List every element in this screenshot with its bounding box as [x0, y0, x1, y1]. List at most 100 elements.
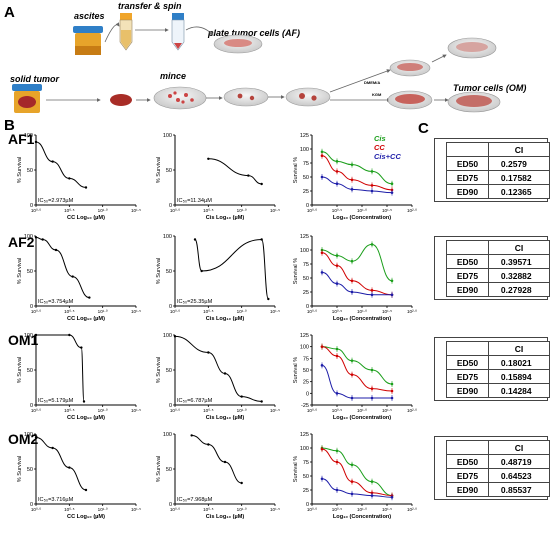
row3-chart1-data-point	[68, 333, 71, 337]
row2-chart3-x-tick-label: 10⁰·⁵	[332, 309, 342, 314]
row1-chart2-x-tick-label: 10¹·⁰	[237, 208, 247, 213]
row3-chart1-y-tick-label: 50	[27, 368, 33, 374]
row2-chart1-xlabel: CC Log₁₀ (µM)	[67, 316, 105, 322]
row2-chart2-data-point	[200, 269, 203, 273]
ci-row-label: ED90	[446, 184, 489, 199]
row4-chart1-ylabel: % Survival	[17, 456, 23, 482]
row3-chart3-x-tick-label: 10²·⁰	[407, 408, 417, 413]
row3-chart3-y-tick-label: 75	[303, 356, 309, 362]
ci-value: 0.39571	[487, 254, 550, 269]
panel-a-letter: A	[4, 4, 15, 21]
ci-header: CI	[487, 142, 550, 157]
row2-chart2-data-point	[193, 238, 197, 241]
ci-value: 0.2579	[487, 156, 550, 171]
kgm-label: KGM	[372, 92, 382, 97]
row4-chart3-y-tick-label: 25	[303, 488, 309, 494]
ci-value: 0.15894	[487, 369, 550, 384]
row4-chart3-ylabel: Survival %	[293, 456, 299, 482]
row2-chart3-x-tick-label: 10⁰·⁰	[307, 309, 317, 314]
row2-chart1-data-point	[41, 238, 44, 241]
panel-c-letter: C	[418, 120, 429, 137]
row2-chart1-data-point	[71, 275, 74, 278]
row3-chart3-ylabel: Survival %	[293, 357, 299, 383]
workflow-diagram	[12, 13, 501, 113]
ci-table-af2: CI ED50 0.39571 ED75 0.32882 ED90 0.27928	[446, 240, 550, 297]
row4-chart2-data-point	[240, 481, 243, 485]
row4-chart1-ic50-label: IC₅₀=3.716µM	[38, 497, 74, 503]
ci-value: 0.64523	[487, 468, 550, 483]
tumor-om-label: Tumor cells (OM)	[453, 83, 527, 93]
row1-chart1-fit-curve	[35, 141, 87, 188]
row1-chart3-x-tick-label: 10¹·⁵	[382, 208, 392, 213]
ci-row-label: ED90	[446, 482, 489, 497]
row3-chart2-x-tick-label: 10⁰·⁵	[203, 408, 213, 413]
row3-chart1-data-point	[34, 333, 38, 337]
row2-chart2-data-point	[267, 297, 270, 301]
row1-chart3-y-tick-label: 125	[300, 133, 309, 139]
ci-header-empty	[446, 440, 489, 455]
row4-chart1-xlabel: CC Log₁₀ (µM)	[67, 514, 105, 520]
row1-chart1-data-point	[68, 177, 71, 180]
row1-chart2-y-tick-label: 100	[163, 133, 172, 139]
row2-chart3-y-tick-label: 50	[303, 276, 309, 282]
row4-chart3-x-tick-label: 10¹·⁰	[357, 507, 367, 512]
ci-table-header-row: CI	[446, 440, 550, 455]
table-row: ED90 0.85537	[446, 482, 550, 497]
row2-chart3-x-tick-label: 10¹·⁰	[357, 309, 367, 314]
row4-chart2-x-tick-label: 10¹·⁰	[237, 507, 247, 512]
row4-chart3-x-tick-label: 10⁰·⁵	[332, 507, 342, 512]
ci-value: 0.17582	[487, 170, 550, 185]
table-row: ED50 0.48719	[446, 454, 550, 469]
row2-chart2-x-tick-label: 10⁰·⁰	[170, 309, 180, 314]
ci-value: 0.14284	[487, 383, 550, 398]
row1-chart2-ylabel: % Survival	[156, 157, 162, 183]
row2-chart1-fit-curve	[35, 236, 90, 299]
tube-spun-icon	[171, 13, 185, 51]
table-row: ED50 0.2579	[446, 156, 550, 171]
row1-chart3-x-tick-label: 10²·⁰	[407, 208, 417, 213]
row1-chart2-data-point	[247, 174, 250, 177]
row3-chart3-x-tick-label: 10¹·⁰	[357, 408, 367, 413]
ci-header: CI	[487, 341, 550, 356]
ci-table-header-row: CI	[446, 142, 550, 157]
row3-chart3-x-tick-label: 10⁰·⁵	[332, 408, 342, 413]
row1-chart3-y-tick-label: 100	[300, 147, 309, 153]
row1-chart2-x-tick-label: 10⁰·⁰	[170, 208, 180, 213]
row-label-af2: AF2	[8, 234, 35, 250]
row4-chart2-y-tick-label: 100	[163, 432, 172, 438]
row2-chart1-y-tick-label: 50	[27, 269, 33, 275]
row3-chart3-y-tick-label: 100	[300, 345, 309, 351]
row2-chart3-y-tick-label: 125	[300, 234, 309, 240]
tumor-cells-om-dish-1-icon	[447, 37, 497, 59]
row1-chart2-y-tick-label: 0	[169, 203, 172, 209]
row3-chart2-data-point	[240, 395, 243, 398]
row2-chart1-ic50-label: IC₅₀=3.754µM	[38, 299, 74, 305]
ascites-label: ascites	[74, 11, 105, 21]
ci-value: 0.85537	[487, 482, 550, 497]
row4-chart2-xlabel: Cis Log₁₀ (µM)	[206, 514, 245, 520]
row3-chart2-y-tick-label: 100	[163, 333, 172, 339]
row1-chart2-xlabel: Cis Log₁₀ (µM)	[206, 215, 245, 221]
ci-header-empty	[446, 341, 489, 356]
row3-chart2-y-tick-label: 0	[169, 403, 172, 409]
row2-chart2-y-tick-label: 100	[163, 234, 172, 240]
row2-chart2-ylabel: % Survival	[156, 258, 162, 284]
row4-chart2-ic50-label: IC₅₀=7.968µM	[177, 497, 213, 503]
row2-chart1-data-point	[54, 248, 58, 252]
row3-chart1-data-point	[82, 400, 86, 403]
row2-chart1-x-tick-label: 10⁰·⁰	[31, 309, 41, 314]
ci-value: 0.12365	[487, 184, 550, 199]
solid-tumor-jar-icon	[12, 84, 42, 113]
row2-chart2-fit-curve	[194, 238, 269, 300]
row3-chart2-data-point	[173, 335, 177, 338]
row2-chart1-y-tick-label: 0	[30, 304, 33, 310]
row3-chart2-y-tick-label: 50	[166, 368, 172, 374]
row3-chart3-series-cis-cc-line	[321, 364, 392, 399]
row2-chart1-ylabel: % Survival	[17, 258, 23, 284]
row3-chart2-x-tick-label: 10⁰·⁰	[170, 408, 180, 413]
row3-chart2-x-tick-label: 10¹·⁵	[270, 408, 280, 413]
ci-value: 0.18021	[487, 355, 550, 370]
row2-chart2-data-point	[260, 238, 263, 241]
ci-table-af1: CI ED50 0.2579 ED75 0.17582 ED90 0.12365	[446, 142, 550, 199]
